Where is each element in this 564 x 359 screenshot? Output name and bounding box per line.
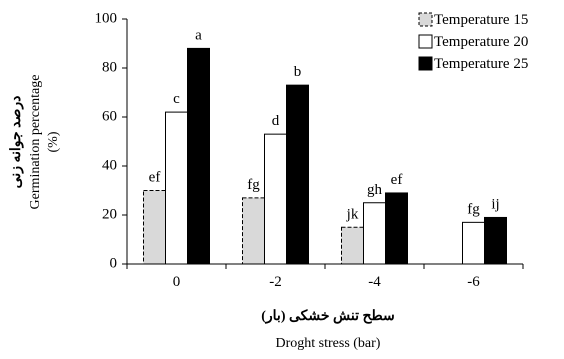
y-axis-title-en: Germination percentage <box>28 75 43 210</box>
bar-temperature-15--4 <box>341 226 364 265</box>
x-axis-title-en: Droght stress (bar) <box>276 336 381 351</box>
legend-label: Temperature 20 <box>434 34 528 50</box>
y-tick-label: 20 <box>102 206 117 222</box>
y-tick-label: 60 <box>102 108 117 124</box>
bar-temperature-25--6 <box>484 216 507 265</box>
bar-temperature-20--6 <box>462 221 485 265</box>
bar-temperature-25--4 <box>385 192 408 265</box>
y-axis: 0 20 40 60 80 100 <box>95 10 128 271</box>
y-tick-label: 40 <box>102 157 117 173</box>
significance-label: gh <box>367 182 383 198</box>
significance-label: d <box>272 113 280 129</box>
x-tick-label: -6 <box>467 274 480 290</box>
legend-label: Temperature 15 <box>434 12 528 28</box>
bars <box>143 47 507 265</box>
legend-swatch <box>418 12 433 27</box>
significance-label: ij <box>491 196 499 212</box>
bar-temperature-25--2 <box>286 84 309 265</box>
significance-label: c <box>173 91 180 107</box>
legend: Temperature 15 Temperature 20 Temperature … <box>418 12 528 72</box>
y-axis-title-fa: درصد جوانه زنی <box>9 96 24 189</box>
bar-temperature-20--4 <box>363 202 386 265</box>
y-tick-label: 0 <box>110 255 118 271</box>
significance-label: ef <box>149 170 161 186</box>
significance-label: b <box>294 64 302 80</box>
significance-label: a <box>195 27 202 43</box>
y-tick-label: 80 <box>102 59 117 75</box>
bar-temperature-15--2 <box>242 197 265 265</box>
significance-label: fg <box>247 177 260 193</box>
x-tick-label: -4 <box>368 274 381 290</box>
significance-label: fg <box>467 201 480 217</box>
x-tick-label: -2 <box>269 274 282 290</box>
y-tick-label: 100 <box>95 10 118 26</box>
bar-temperature-20--2 <box>264 133 287 265</box>
significance-label: ef <box>391 172 403 188</box>
legend-label: Temperature 25 <box>434 56 528 72</box>
bar-temperature-15-0 <box>143 190 166 265</box>
significance-label: jk <box>346 206 359 222</box>
legend-swatch <box>418 34 433 49</box>
bar-temperature-25-0 <box>187 47 210 265</box>
x-tick-label: 0 <box>173 274 181 290</box>
bar-temperature-20-0 <box>165 111 188 265</box>
legend-swatch <box>418 56 433 71</box>
x-axis: 0 -2 -4 -6 <box>126 263 524 290</box>
y-axis-title-unit: (%) <box>46 131 61 152</box>
x-axis-title-fa: سطح تنش خشکی (بار) <box>261 308 395 324</box>
